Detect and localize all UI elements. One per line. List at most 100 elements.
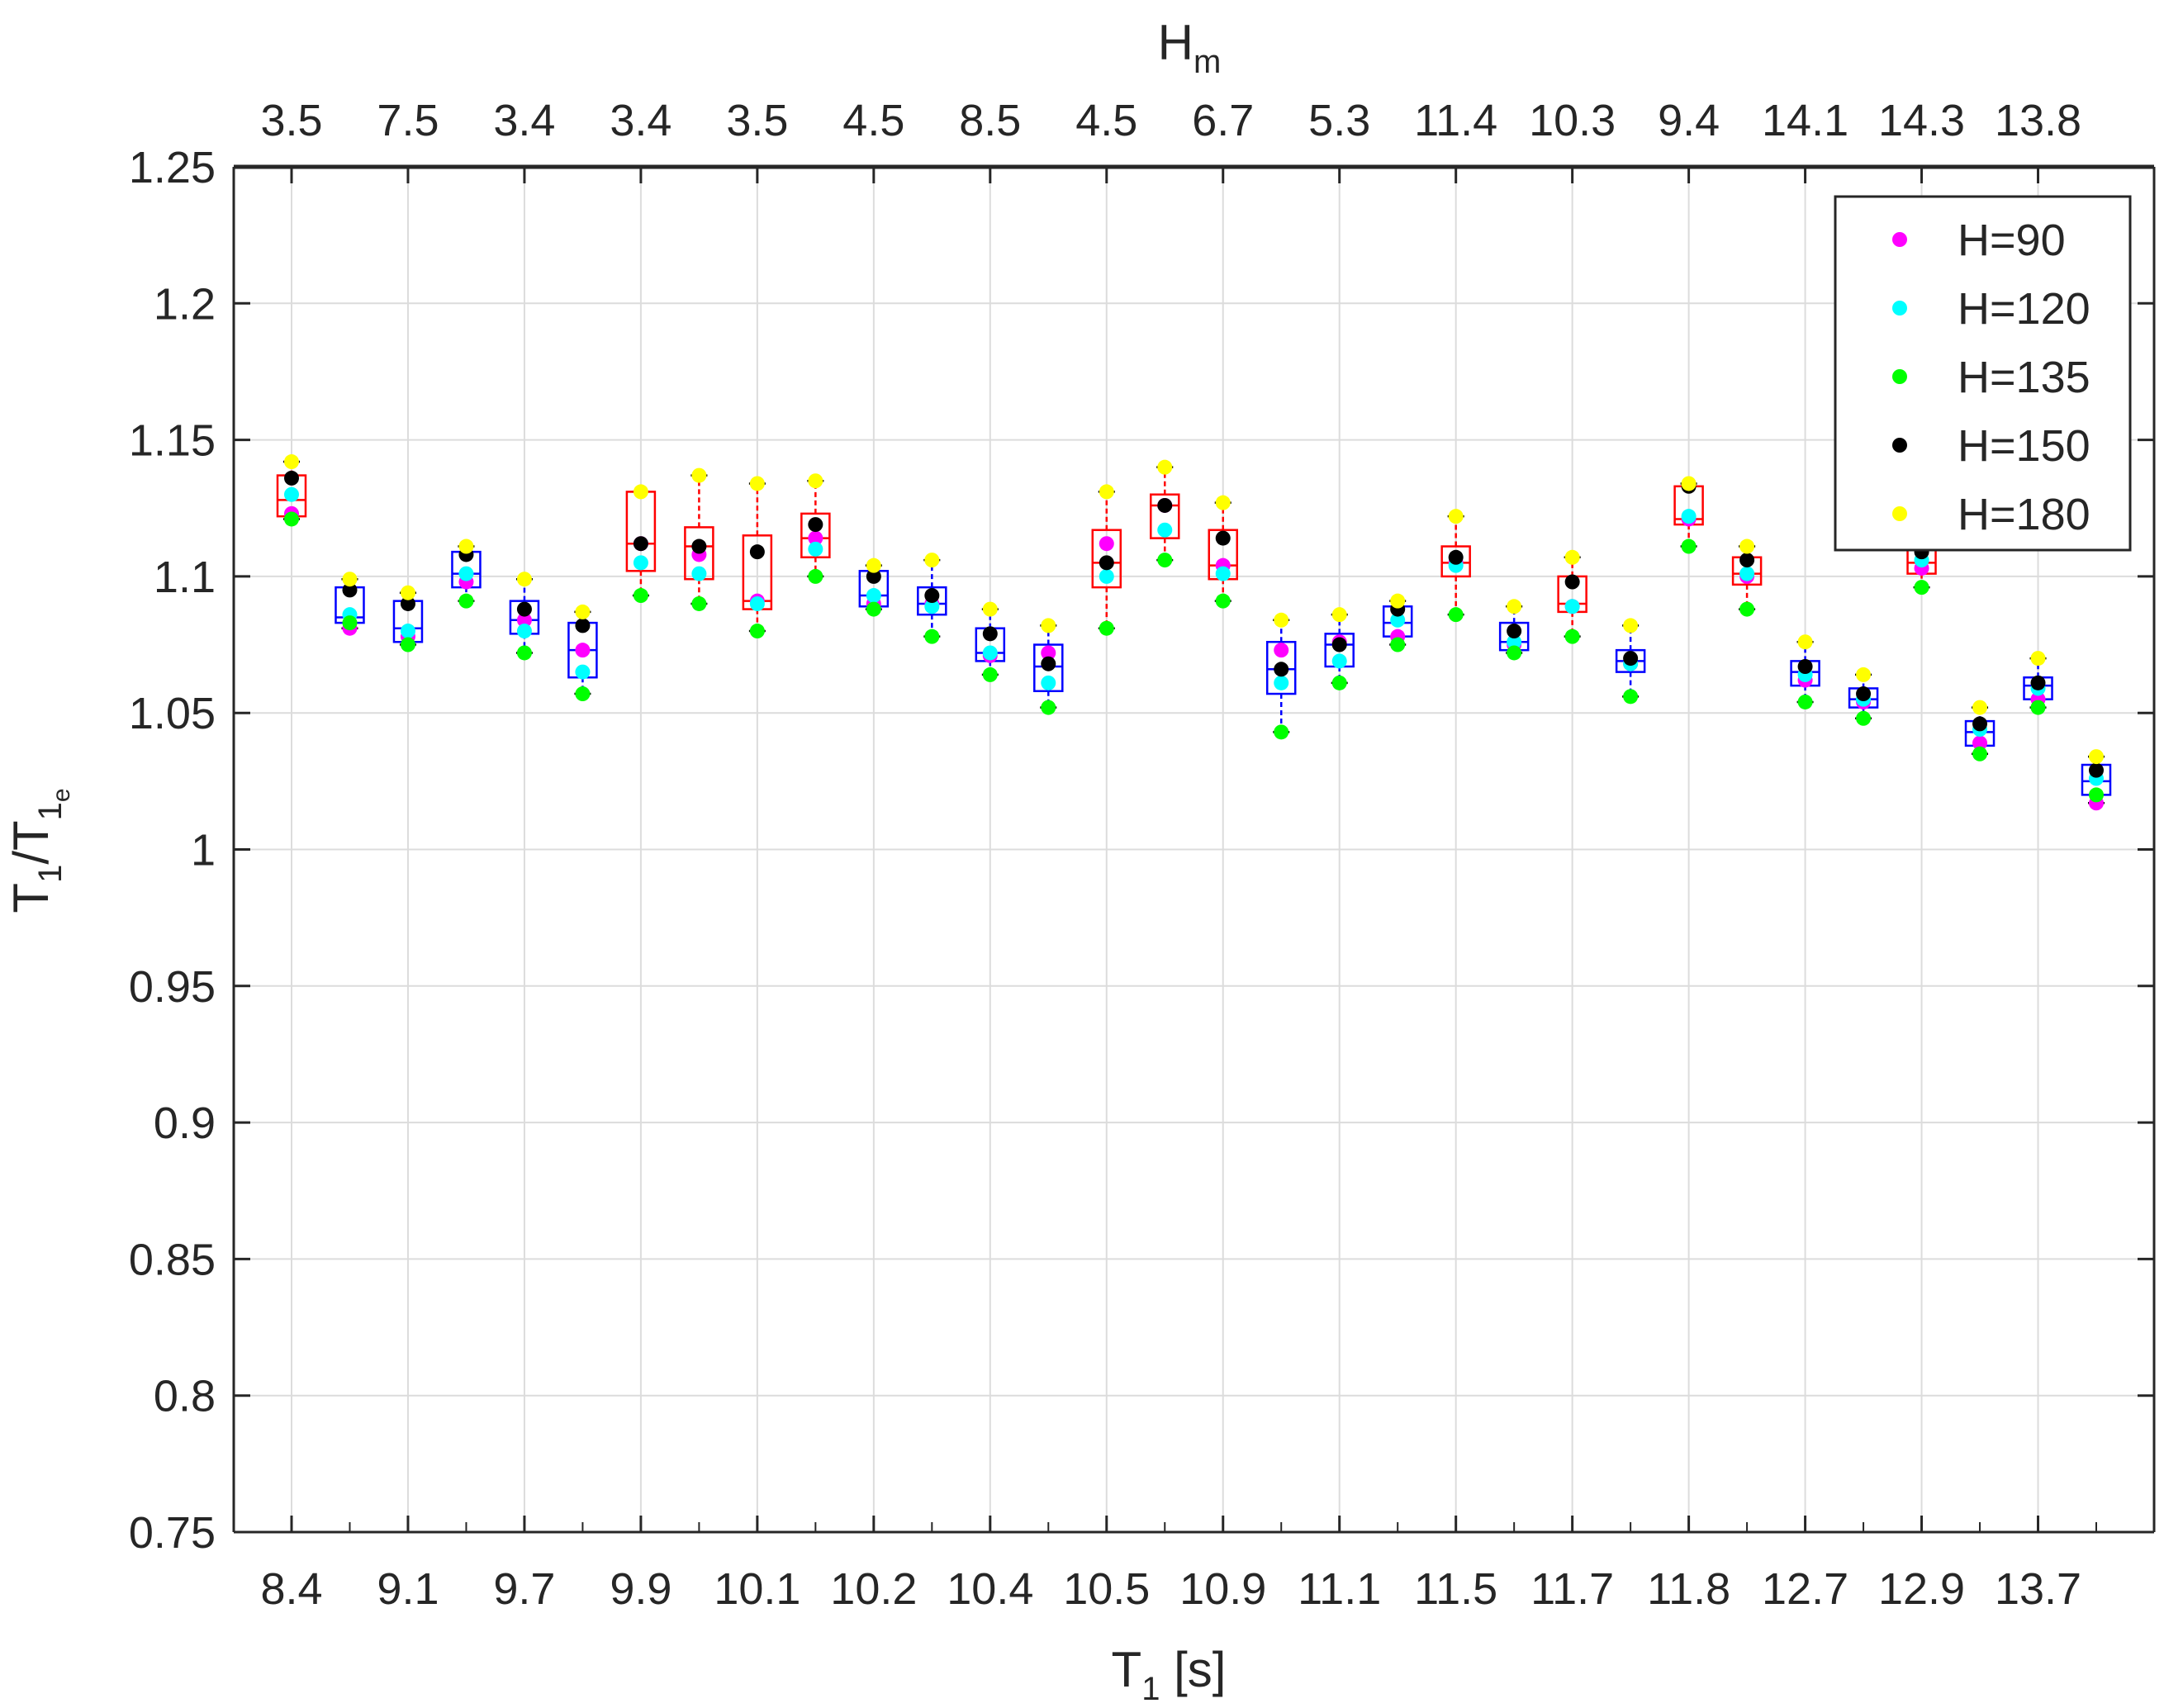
- data-point-h-135: [982, 667, 998, 682]
- data-point-h-150: [1507, 624, 1522, 639]
- data-point-h-120: [1274, 675, 1289, 690]
- data-point-h-90: [1274, 643, 1289, 658]
- data-point-h-150: [1041, 656, 1056, 671]
- data-point-h-150: [1623, 651, 1639, 667]
- data-point-h-120: [1507, 634, 1522, 650]
- x-tick-label: 10.4: [947, 1564, 1033, 1614]
- data-point-h-120: [633, 555, 648, 571]
- box: [1265, 640, 1297, 695]
- data-point-h-180: [1507, 599, 1522, 614]
- data-point-h-120: [1739, 566, 1755, 581]
- data-point-h-150: [284, 470, 299, 486]
- top-axis-tick-label: 4.5: [1075, 96, 1137, 145]
- data-point-h-120: [1390, 612, 1406, 628]
- box-group: [742, 476, 773, 639]
- x-axis-title: T1 [s]: [1112, 1642, 1227, 1707]
- data-point-h-120: [1564, 599, 1580, 614]
- legend-label: H=135: [1958, 353, 2090, 402]
- y-tick-label: 0.8: [154, 1372, 216, 1421]
- data-point-h-135: [284, 511, 299, 527]
- data-point-h-135: [458, 593, 474, 609]
- data-point-h-150: [1972, 716, 1988, 732]
- data-point-h-135: [2030, 700, 2046, 715]
- box-group: [1091, 484, 1122, 636]
- data-point-h-135: [400, 637, 415, 652]
- data-point-h-135: [1856, 710, 1872, 726]
- data-point-h-180: [866, 557, 881, 573]
- y-tick-label: 0.75: [129, 1508, 216, 1558]
- axes: [232, 164, 2156, 1534]
- top-axis-tick-label: 9.4: [1658, 96, 1720, 145]
- top-axis-tick-label: 3.5: [260, 96, 322, 145]
- data-point-h-150: [749, 544, 765, 560]
- data-point-h-90: [1972, 735, 1988, 751]
- top-axis-tick-label: 14.1: [1762, 96, 1848, 145]
- y-tick-label: 0.85: [129, 1235, 216, 1284]
- legend-label: H=150: [1958, 421, 2090, 471]
- x-tick-label: 12.7: [1762, 1564, 1848, 1614]
- box-group: [1790, 634, 1820, 709]
- box-group: [2081, 749, 2112, 811]
- box-group: [1498, 599, 1530, 661]
- data-point-h-135: [749, 624, 765, 639]
- data-point-h-90: [1041, 645, 1056, 661]
- data-point-h-120: [284, 486, 299, 502]
- y-tick-label: 1: [191, 826, 216, 875]
- top-axis-tick-label: 14.3: [1878, 96, 1965, 145]
- data-point-h-180: [1681, 476, 1697, 491]
- data-point-h-180: [1274, 612, 1289, 628]
- data-point-h-135: [516, 645, 532, 661]
- data-point-h-150: [516, 601, 532, 617]
- data-point-h-135: [924, 629, 940, 644]
- data-point-h-135: [1274, 724, 1289, 740]
- data-point-h-135: [808, 568, 823, 584]
- legend-label: H=180: [1958, 490, 2090, 539]
- box-group: [1673, 476, 1704, 554]
- box-group: [684, 467, 714, 611]
- data-point-h-150: [1564, 574, 1580, 590]
- data-point-h-150: [1739, 553, 1755, 568]
- data-point-h-120: [1331, 653, 1347, 669]
- x-tick-label: 10.9: [1179, 1564, 1266, 1614]
- data-point-h-180: [516, 572, 532, 587]
- box-group: [1265, 612, 1297, 740]
- data-point-h-135: [1623, 689, 1639, 705]
- data-point-h-120: [1099, 568, 1114, 584]
- top-axis-tick-label: 11.4: [1414, 96, 1497, 145]
- data-point-h-120: [866, 588, 881, 604]
- box-plot-series: [276, 454, 2112, 811]
- data-point-h-90: [516, 612, 532, 628]
- data-point-h-120: [1681, 509, 1697, 524]
- top-axis-tick-label: 10.3: [1529, 96, 1616, 145]
- box-group: [625, 484, 657, 604]
- data-point-h-180: [982, 601, 998, 617]
- data-point-h-135: [1739, 601, 1755, 617]
- data-point-h-135: [633, 588, 648, 604]
- data-point-h-120: [749, 595, 765, 611]
- top-axis-tick-label: 3.4: [610, 96, 672, 145]
- data-point-h-180: [1390, 593, 1406, 609]
- top-axis-tick-label: 13.8: [1995, 96, 2081, 145]
- data-point-h-180: [1448, 509, 1464, 524]
- box: [917, 586, 947, 616]
- data-point-h-150: [1856, 686, 1872, 702]
- data-point-h-150: [866, 568, 881, 584]
- top-axis-tick-label: 6.7: [1192, 96, 1254, 145]
- data-point-h-150: [982, 626, 998, 642]
- data-point-h-135: [866, 601, 881, 617]
- top-axis-tick-label: 3.4: [493, 96, 555, 145]
- box: [1150, 493, 1180, 539]
- x-tick-label: 10.1: [714, 1564, 800, 1614]
- data-point-h-120: [458, 566, 474, 581]
- data-point-h-135: [1564, 629, 1580, 644]
- x-tick-label: 11.7: [1530, 1564, 1614, 1614]
- box-group: [800, 473, 831, 584]
- data-point-h-150: [2030, 675, 2046, 690]
- box-group: [276, 454, 307, 527]
- data-point-h-135: [1157, 553, 1173, 568]
- box-group: [1615, 618, 1646, 705]
- data-point-h-120: [808, 541, 823, 557]
- data-point-h-150: [400, 595, 415, 611]
- data-point-h-150: [1099, 555, 1114, 571]
- data-point-h-90: [808, 530, 823, 546]
